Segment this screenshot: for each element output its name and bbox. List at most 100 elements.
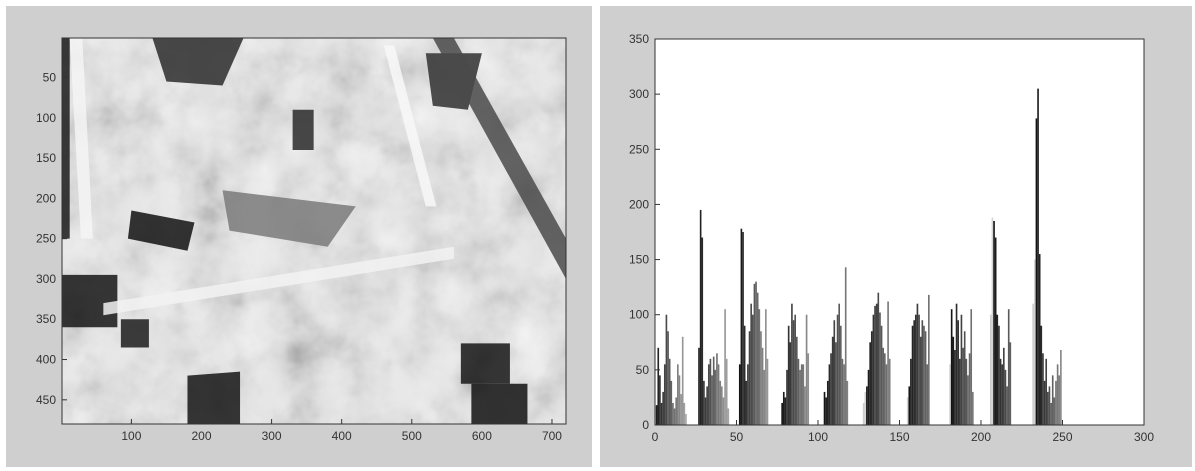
histogram-bar — [921, 320, 924, 425]
y-tick-label: 450 — [36, 393, 56, 407]
histogram-bar — [665, 314, 668, 425]
histogram-bar — [797, 358, 800, 425]
histogram-bar — [949, 364, 951, 425]
histogram-bar — [991, 217, 994, 425]
y-tick-label: 200 — [36, 191, 56, 205]
histogram-bar — [841, 358, 844, 425]
histogram-bar — [916, 303, 919, 425]
histogram-bar — [830, 353, 832, 425]
horizontal-road — [103, 246, 454, 316]
plot-area — [655, 39, 1144, 425]
histogram-bar — [960, 314, 963, 425]
histogram-bar — [714, 369, 717, 425]
dark-block-5 — [460, 343, 510, 384]
histogram-bar — [968, 353, 971, 425]
y-tick-label: 100 — [36, 111, 56, 125]
histogram-bar — [923, 325, 925, 425]
y-tick-label: 300 — [36, 272, 56, 286]
dark-block-4 — [187, 371, 241, 424]
histogram-bar — [787, 325, 790, 425]
histogram-bar — [747, 364, 749, 425]
histogram-bar — [668, 358, 671, 425]
histogram-bar — [743, 325, 746, 425]
histogram-bar — [1050, 402, 1052, 425]
histogram-bar — [707, 364, 710, 425]
light-wall — [383, 45, 437, 207]
histogram-bar — [877, 292, 880, 425]
dark-block-1 — [62, 274, 118, 328]
histogram-bar — [786, 369, 788, 425]
histogram-bar — [910, 358, 912, 425]
histogram-bar — [1004, 369, 1007, 425]
x-tick-label: 600 — [472, 429, 492, 443]
x-tick-label: 0 — [652, 430, 659, 444]
histogram-bar — [972, 391, 974, 425]
x-tick-label: 500 — [402, 429, 422, 443]
histogram-bar — [1032, 303, 1034, 425]
histogram-bar — [685, 413, 687, 425]
histogram-bar — [782, 391, 785, 425]
x-tick-label: 100 — [808, 430, 828, 444]
histogram-bar — [807, 353, 810, 425]
histogram-bar — [680, 394, 682, 425]
histogram-bar — [740, 228, 743, 425]
left-road — [69, 38, 93, 239]
histogram-bar — [1060, 350, 1062, 425]
histogram-bar — [970, 309, 973, 425]
histogram-bar — [712, 356, 715, 425]
histogram-bar — [880, 325, 883, 425]
histogram-bar — [843, 364, 845, 425]
image-axes: 100 200 300 400 500 600 700 50 100 150 200 250 300 35… — [36, 37, 567, 443]
histogram-bar — [698, 347, 700, 425]
histogram-bar — [1037, 88, 1039, 425]
y-tick-label: 400 — [36, 353, 56, 367]
histogram-bar — [748, 331, 751, 425]
histogram-bar — [1035, 118, 1038, 426]
x-tick-label: 700 — [542, 429, 562, 443]
histogram-bar — [659, 375, 661, 425]
histogram-bar — [950, 309, 953, 425]
x-tick-label: 50 — [730, 430, 744, 444]
x-tick-label: 400 — [332, 429, 352, 443]
histogram-bar — [862, 402, 865, 425]
histogram-bar — [657, 347, 660, 425]
histogram-bar — [872, 314, 875, 425]
histogram-bar — [1040, 325, 1043, 425]
histogram-bar — [751, 314, 754, 425]
histogram-bar — [967, 375, 969, 425]
x-tick-label: 150 — [889, 430, 909, 444]
histogram-bar — [874, 305, 876, 425]
histogram-bar — [766, 358, 769, 425]
y-tick-label: 250 — [36, 232, 56, 246]
histogram-bar — [954, 350, 956, 425]
y-tick-label: 50 — [636, 363, 650, 377]
histogram-bar — [906, 397, 909, 425]
y-tick-label: 350 — [629, 32, 649, 46]
histogram-bar — [918, 314, 920, 425]
histogram-bar — [781, 402, 783, 425]
histogram-bar — [765, 309, 767, 425]
histogram-bar — [789, 342, 792, 425]
y-tick-label: 300 — [629, 87, 649, 101]
histogram-bar — [963, 331, 966, 425]
grey-field — [222, 190, 356, 247]
histogram-bar — [717, 364, 720, 425]
histogram-bar — [1047, 391, 1049, 425]
histogram-bar — [1009, 342, 1012, 425]
y-tick-label: 350 — [36, 312, 56, 326]
histogram-bar — [716, 353, 718, 425]
histogram-bar — [727, 408, 730, 425]
histogram-bar — [888, 358, 891, 425]
histogram-bar — [802, 364, 805, 425]
top-dark-cluster — [152, 38, 244, 86]
histogram-bar — [655, 405, 658, 425]
histogram-bar — [758, 309, 761, 425]
histogram-bar — [875, 303, 878, 425]
dark-block-3 — [120, 319, 149, 348]
histogram-bar — [928, 294, 930, 425]
histogram-bar — [701, 237, 704, 425]
histogram-bar — [1006, 386, 1008, 425]
histogram-bar — [962, 347, 964, 425]
histogram-bar — [836, 314, 839, 425]
x-tick-label: 200 — [191, 429, 211, 443]
